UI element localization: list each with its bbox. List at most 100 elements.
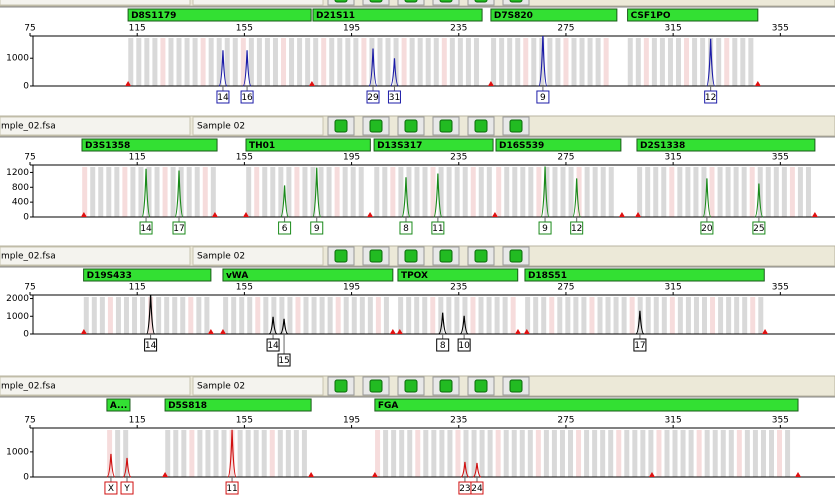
- allele-label-box[interactable]: [310, 221, 324, 235]
- bin-stripe: [680, 430, 686, 477]
- toolbar-button-icon: [334, 119, 348, 133]
- bin-stripe: [99, 297, 105, 334]
- bin-stripe: [255, 297, 261, 334]
- bin-stripe: [399, 430, 405, 477]
- bin-stripe: [651, 38, 657, 86]
- allele-label-box[interactable]: [120, 481, 134, 495]
- locus-bin[interactable]: [106, 398, 131, 412]
- allele-label-box[interactable]: [240, 90, 254, 104]
- allele-label-box[interactable]: [431, 221, 445, 235]
- peak: [472, 462, 482, 478]
- allele-label-box[interactable]: [536, 90, 550, 104]
- bin-stripe: [495, 430, 501, 477]
- bin-stripe: [367, 297, 373, 334]
- allele-label-box[interactable]: [538, 221, 552, 235]
- locus-bin[interactable]: [627, 8, 759, 22]
- allele-label-box[interactable]: [470, 481, 484, 495]
- locus-bin[interactable]: [524, 268, 765, 282]
- locus-bin[interactable]: [397, 268, 519, 282]
- allele-label-box[interactable]: [266, 338, 280, 352]
- bin-stripe: [156, 297, 162, 334]
- x-tick-label: 155: [236, 283, 253, 293]
- allele-label-box[interactable]: [704, 90, 718, 104]
- allele-label-box[interactable]: [144, 338, 158, 352]
- allele-label: 14: [217, 93, 229, 103]
- bin-stripe: [343, 297, 349, 334]
- allele-label-box[interactable]: [387, 90, 401, 104]
- bin-stripe: [305, 38, 311, 86]
- allele-label-box[interactable]: [633, 338, 647, 352]
- allele-label: 9: [542, 224, 548, 234]
- bin-stripe: [144, 38, 150, 86]
- bin-stripe: [613, 297, 619, 334]
- allele-label-box[interactable]: [457, 338, 471, 352]
- bin-stripe: [471, 430, 477, 477]
- locus-bin[interactable]: [490, 8, 618, 22]
- allele-label-box[interactable]: [752, 221, 766, 235]
- bin-stripe: [168, 38, 174, 86]
- locus-bin[interactable]: [127, 8, 312, 22]
- locus-bin[interactable]: [636, 138, 816, 152]
- bin-stripe: [279, 297, 285, 334]
- bin-stripe: [765, 167, 771, 217]
- toolbar-button-icon: [439, 249, 453, 263]
- peak: [540, 166, 550, 218]
- allele-label: 17: [173, 224, 184, 234]
- allele-label-box[interactable]: [278, 221, 292, 235]
- allele-label-box[interactable]: [700, 221, 714, 235]
- bin-stripe: [301, 430, 307, 477]
- locus-bin[interactable]: [373, 138, 494, 152]
- bin-stripe: [82, 167, 88, 217]
- bin-stripe: [632, 430, 638, 477]
- allele-label-box[interactable]: [436, 338, 450, 352]
- bin-stripe: [600, 167, 606, 217]
- size-standard-peak: [80, 329, 87, 334]
- allele-label-box[interactable]: [172, 221, 186, 235]
- bin-stripe: [407, 430, 413, 477]
- bin-stripe: [375, 430, 381, 477]
- bin-stripe: [123, 297, 129, 334]
- locus-bin[interactable]: [312, 8, 483, 22]
- allele-label-box[interactable]: [225, 481, 239, 495]
- bin-stripe: [390, 167, 396, 217]
- locus-name: D19S433: [87, 271, 132, 281]
- allele-label-box[interactable]: [104, 481, 118, 495]
- allele-label-box[interactable]: [399, 221, 413, 235]
- allele-label-box[interactable]: [366, 90, 380, 104]
- locus-bin[interactable]: [83, 268, 212, 282]
- allele-label-box[interactable]: [139, 221, 153, 235]
- locus-bin[interactable]: [245, 138, 371, 152]
- allele-label-box[interactable]: [570, 221, 584, 235]
- bin-stripe: [285, 430, 291, 477]
- bin-stripe: [584, 167, 590, 217]
- allele-label-box[interactable]: [277, 353, 291, 367]
- bin-stripe: [462, 297, 468, 334]
- bin-stripe: [465, 38, 471, 86]
- bin-stripe: [543, 430, 549, 477]
- bin-stripe: [589, 297, 595, 334]
- bin-stripe: [295, 297, 301, 334]
- bin-stripe: [523, 38, 529, 86]
- bin-stripe: [486, 297, 492, 334]
- bin-stripe: [415, 430, 421, 477]
- bin-stripe: [752, 430, 758, 477]
- bin-stripe: [430, 297, 436, 334]
- bin-stripe: [136, 38, 142, 86]
- locus-bin[interactable]: [164, 398, 312, 412]
- bin-stripe: [256, 38, 262, 86]
- bin-stripe: [246, 167, 252, 217]
- bin-stripe: [302, 167, 308, 217]
- bin-stripe: [334, 167, 340, 217]
- bin-stripe: [351, 297, 357, 334]
- locus-bin[interactable]: [374, 398, 799, 412]
- locus-bin[interactable]: [81, 138, 218, 152]
- bin-stripe: [563, 38, 569, 86]
- allele-label: 14: [145, 341, 157, 351]
- size-standard-peak: [754, 81, 761, 86]
- locus-bin[interactable]: [222, 268, 394, 282]
- locus-bin[interactable]: [495, 138, 622, 152]
- bin-stripe: [277, 430, 283, 477]
- bin-stripe: [502, 297, 508, 334]
- allele-label-box[interactable]: [216, 90, 230, 104]
- bin-stripe: [643, 38, 649, 86]
